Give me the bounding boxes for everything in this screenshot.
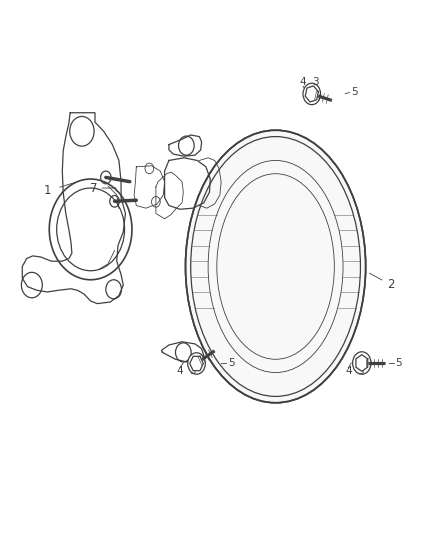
Text: 4: 4	[177, 367, 183, 376]
Polygon shape	[356, 354, 368, 372]
Ellipse shape	[185, 130, 366, 403]
Text: 2: 2	[387, 278, 395, 291]
Text: 1: 1	[43, 184, 51, 197]
Text: 5: 5	[396, 358, 402, 368]
Text: 5: 5	[228, 358, 234, 368]
Text: 3: 3	[312, 77, 319, 87]
Circle shape	[353, 352, 371, 374]
Text: 7: 7	[90, 182, 97, 195]
Text: 3: 3	[190, 367, 196, 376]
Text: 4: 4	[345, 367, 352, 376]
Polygon shape	[305, 86, 318, 102]
Circle shape	[188, 353, 205, 374]
Text: 3: 3	[357, 367, 364, 376]
Circle shape	[303, 83, 321, 104]
Text: 4: 4	[300, 77, 306, 87]
Text: 5: 5	[351, 86, 358, 96]
Polygon shape	[190, 356, 203, 370]
